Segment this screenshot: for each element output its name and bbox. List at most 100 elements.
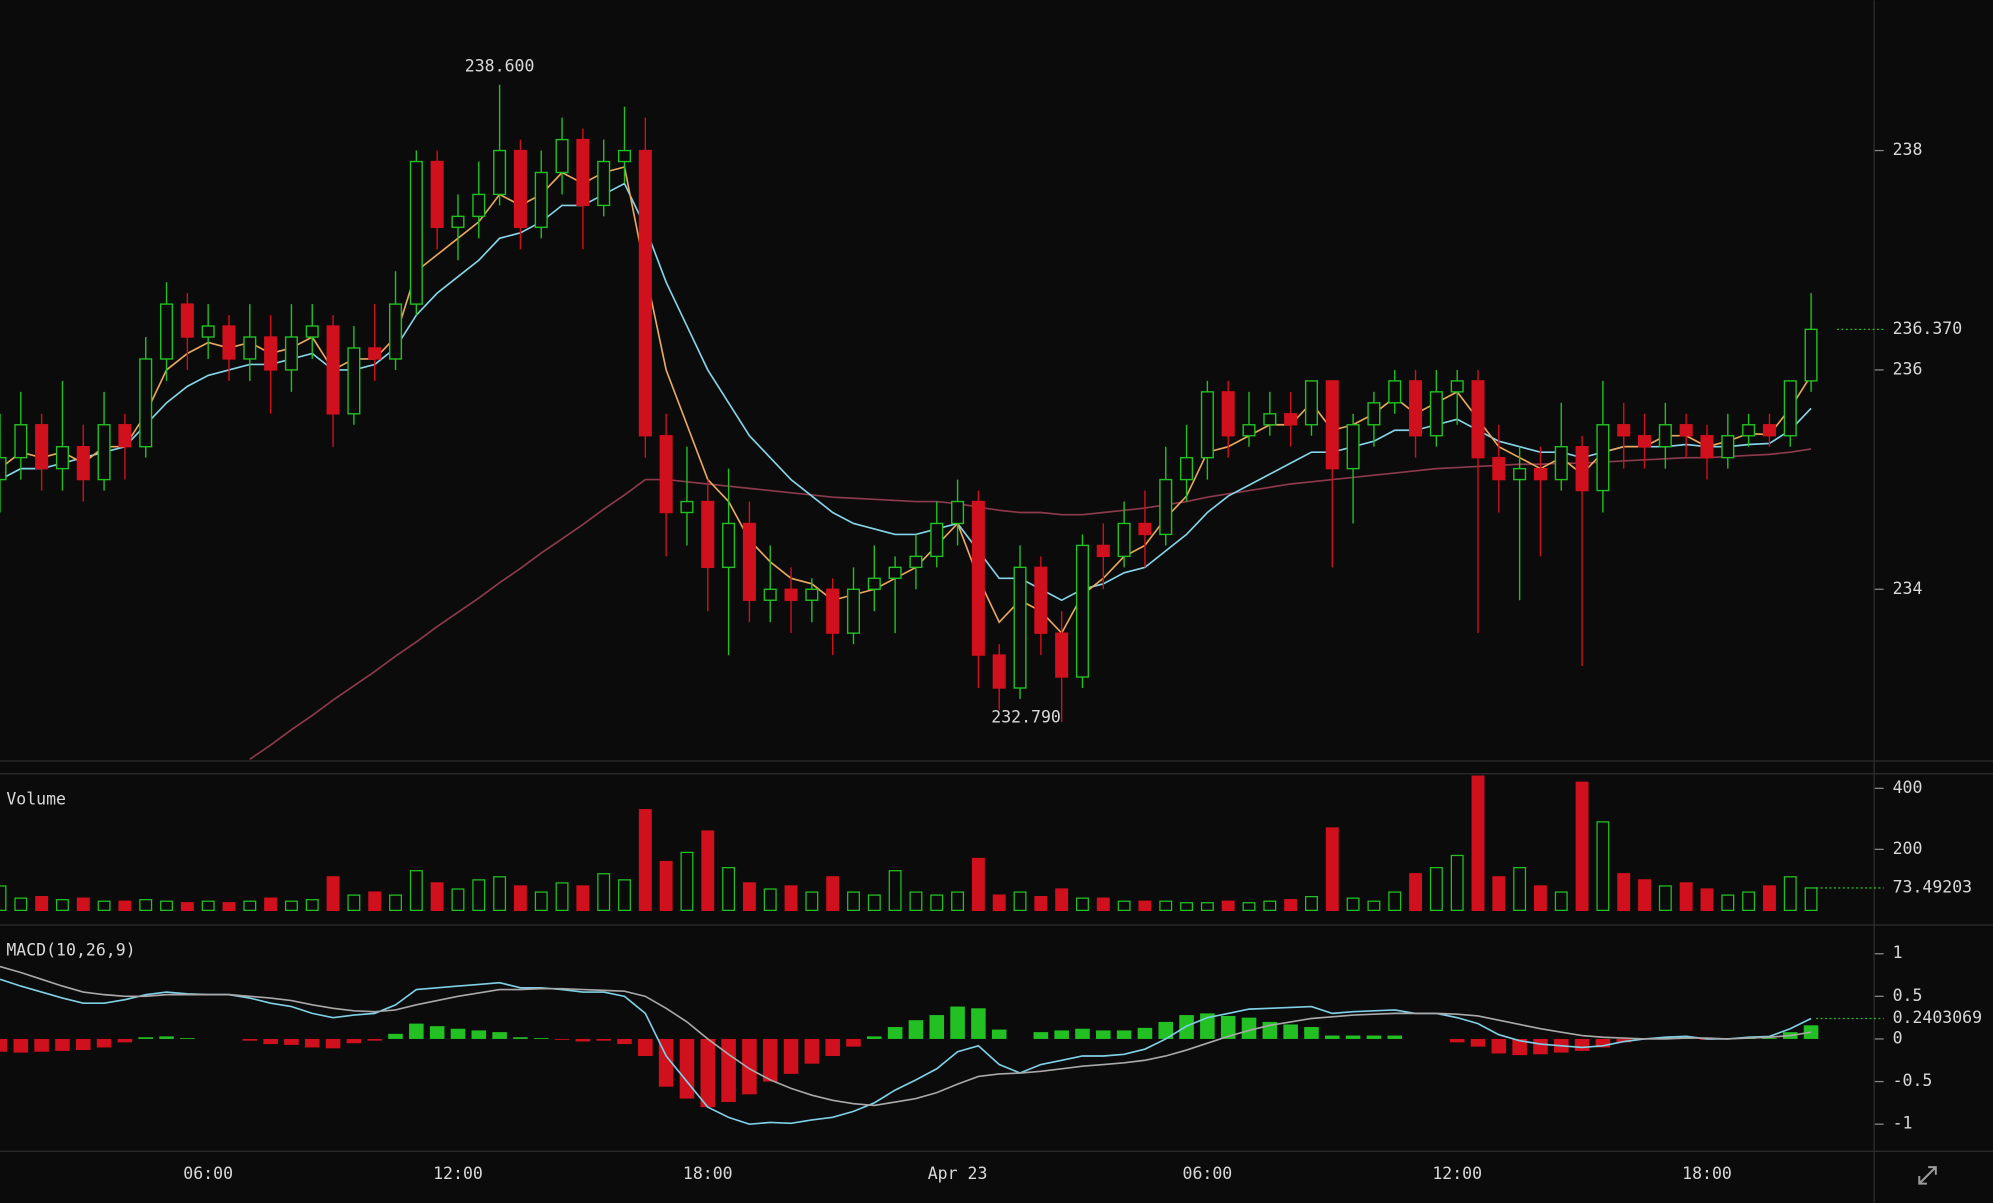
candle-body — [368, 347, 382, 360]
y-tick-label: 236 — [1893, 359, 1923, 378]
histogram-bar — [1075, 1028, 1090, 1039]
candle-body — [1263, 413, 1277, 426]
candle-body — [451, 215, 465, 229]
histogram-bar — [825, 1038, 840, 1056]
volume-bar — [305, 899, 319, 911]
candle-body — [1346, 424, 1360, 470]
histogram-bar — [55, 1038, 70, 1051]
histogram-bar — [554, 1038, 570, 1040]
candle-body — [1096, 544, 1110, 558]
volume-bar — [1429, 867, 1443, 911]
volume-bar — [222, 902, 236, 911]
candle-body — [1388, 380, 1402, 404]
histogram-bar — [159, 1036, 174, 1039]
volume-bar — [867, 894, 881, 911]
candle-body — [76, 445, 90, 481]
candle-body — [680, 500, 694, 514]
histogram-bar — [575, 1038, 591, 1042]
y-tick-label: 1 — [1893, 943, 1903, 962]
candle-body — [14, 424, 28, 459]
candle-body — [1679, 424, 1693, 437]
volume-bar — [1034, 896, 1048, 911]
histogram-bar — [1116, 1030, 1132, 1039]
histogram-bar — [367, 1038, 382, 1041]
histogram-bar — [429, 1026, 445, 1039]
candle-body — [1721, 435, 1735, 459]
x-tick-label: Apr 23 — [928, 1164, 988, 1183]
volume-bar — [1450, 854, 1464, 911]
histogram-bar — [96, 1038, 112, 1048]
candle-body — [576, 138, 590, 207]
volume-bar — [513, 885, 527, 911]
histogram-bar — [846, 1038, 861, 1047]
histogram-bar — [804, 1038, 820, 1064]
candle-body — [701, 500, 715, 569]
candle-body — [1159, 478, 1173, 536]
candle-body — [534, 171, 548, 229]
volume-bar — [264, 897, 278, 911]
fullscreen-icon-path[interactable] — [1918, 1166, 1937, 1185]
x-tick-label: 06:00 — [183, 1164, 233, 1183]
candle-body — [1492, 456, 1506, 481]
candle-body — [867, 577, 881, 590]
histogram-bar — [263, 1038, 278, 1045]
candle-body — [597, 160, 611, 207]
candle-body — [971, 500, 985, 656]
histogram-bar — [1512, 1038, 1527, 1056]
volume-bar — [1180, 902, 1194, 911]
histogram-bar — [304, 1038, 320, 1048]
candle-body — [118, 424, 132, 448]
volume-bar — [389, 894, 402, 911]
volume-bar — [76, 897, 90, 911]
histogram-bar — [471, 1030, 487, 1039]
volume-bar — [368, 891, 382, 911]
candle-body — [201, 325, 215, 338]
volume-bar — [805, 891, 819, 911]
volume-bar — [638, 809, 652, 911]
candle-body — [1617, 424, 1631, 437]
candle-body — [180, 303, 194, 338]
histogram-bar — [1158, 1021, 1174, 1039]
volume-bar — [1804, 887, 1818, 911]
volume-bar — [0, 885, 7, 911]
volume-bar — [14, 897, 28, 911]
volume-bar — [451, 888, 465, 911]
histogram-bar — [991, 1029, 1007, 1039]
volume-bar — [701, 830, 715, 911]
candle-body — [1055, 632, 1069, 678]
volume-bar — [1409, 873, 1423, 911]
low-label: 232.790 — [991, 708, 1061, 727]
histogram-bar — [1241, 1017, 1257, 1039]
fullscreen-icon[interactable] — [1918, 1166, 1937, 1185]
histogram-bar — [513, 1037, 528, 1039]
candle-body — [97, 424, 111, 481]
volume-bar — [97, 900, 111, 911]
x-tick-label: 18:00 — [683, 1164, 733, 1183]
candle-body — [409, 160, 423, 305]
candle-body — [326, 325, 340, 415]
volume-bar — [951, 891, 965, 911]
volume-bar — [1221, 900, 1235, 911]
candle-body — [1304, 380, 1318, 426]
volume-bar — [1096, 897, 1110, 911]
volume-bar — [826, 876, 840, 911]
histogram-bar — [0, 1038, 8, 1052]
panel-title: Volume — [6, 789, 66, 808]
volume-bar — [1263, 900, 1277, 911]
histogram-bar — [762, 1038, 778, 1082]
histogram-bar — [1491, 1038, 1507, 1054]
histogram-bar — [1449, 1038, 1465, 1043]
candle-body — [805, 588, 819, 601]
candle-body — [160, 303, 174, 360]
last-value-label: 236.370 — [1893, 319, 1963, 338]
histogram-bar — [533, 1038, 549, 1039]
y-tick-label: 238 — [1893, 140, 1923, 159]
histogram-bar — [700, 1038, 716, 1108]
candle-body — [305, 325, 319, 338]
histogram-bar — [1366, 1035, 1382, 1039]
histogram-bar — [325, 1038, 341, 1049]
histogram-bar — [1324, 1035, 1340, 1039]
candle-body — [1513, 467, 1527, 481]
